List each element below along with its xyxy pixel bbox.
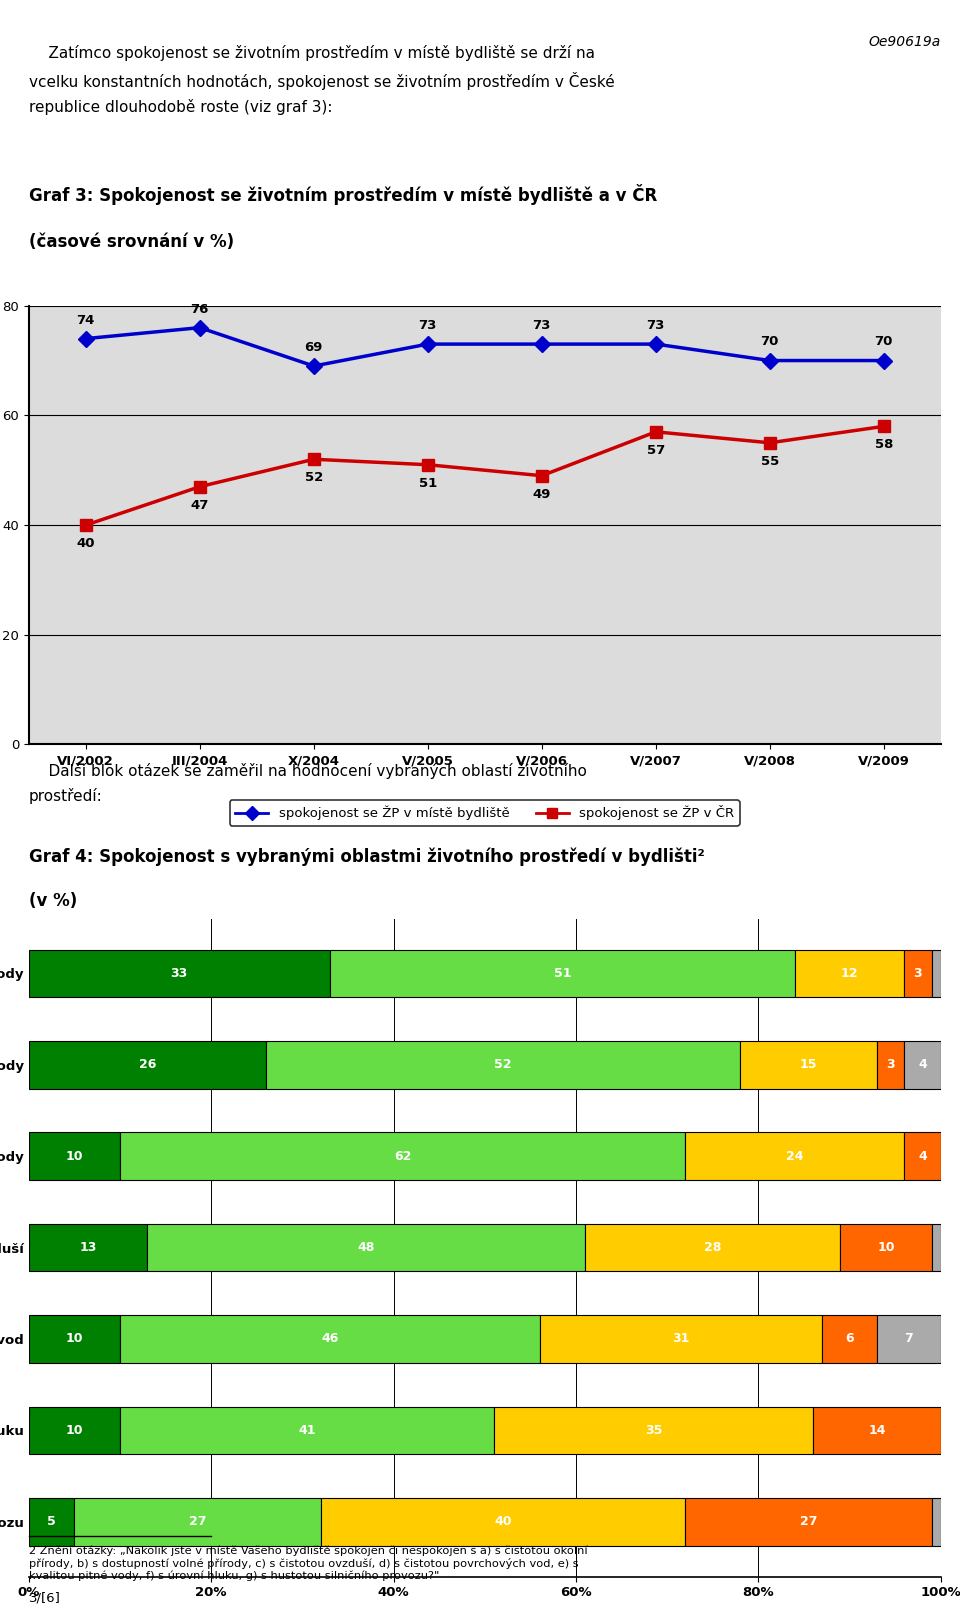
Text: 70: 70	[875, 335, 893, 349]
Text: 52: 52	[494, 1058, 512, 1070]
Bar	[148, 1224, 586, 1271]
Bar	[740, 1041, 877, 1088]
Text: 48: 48	[357, 1240, 375, 1255]
Bar	[822, 1315, 877, 1363]
Bar	[29, 1407, 120, 1454]
Bar	[29, 1132, 120, 1180]
Text: 41: 41	[299, 1425, 316, 1438]
Bar	[586, 1224, 841, 1271]
Text: 40: 40	[77, 537, 95, 550]
Bar	[120, 1407, 493, 1454]
Text: Oe90619a: Oe90619a	[869, 36, 941, 50]
Bar	[330, 949, 795, 998]
Text: (v %): (v %)	[29, 893, 77, 910]
Text: 7: 7	[904, 1332, 913, 1345]
Bar	[266, 1041, 740, 1088]
Text: 3: 3	[914, 967, 923, 980]
Bar	[685, 1132, 904, 1180]
Bar	[813, 1407, 941, 1454]
Text: 10: 10	[65, 1150, 84, 1163]
Text: 76: 76	[191, 302, 209, 315]
Bar	[120, 1132, 685, 1180]
Text: 74: 74	[77, 314, 95, 327]
Text: Další blok otázek se zaměřil na hodnocení vybraných oblastí životního
prostředí:: Další blok otázek se zaměřil na hodnocen…	[29, 763, 587, 804]
Text: 73: 73	[647, 319, 665, 331]
Text: 2 Znění otázky: „Nakolik jste v místě Vašeho bydliště spokojen či nespokojen s a: 2 Znění otázky: „Nakolik jste v místě Va…	[29, 1546, 588, 1581]
Bar	[877, 1315, 941, 1363]
Text: 55: 55	[760, 454, 779, 467]
Bar	[904, 949, 931, 998]
Text: 4: 4	[918, 1150, 927, 1163]
Bar	[321, 1497, 685, 1546]
Text: 57: 57	[647, 445, 665, 458]
Bar	[931, 949, 941, 998]
Text: 27: 27	[189, 1515, 206, 1528]
Bar	[877, 1041, 904, 1088]
Bar	[494, 1407, 813, 1454]
Text: 46: 46	[321, 1332, 339, 1345]
Text: 26: 26	[138, 1058, 156, 1070]
Text: 49: 49	[533, 488, 551, 501]
Text: 10: 10	[877, 1240, 895, 1255]
Bar	[29, 1497, 75, 1546]
Bar	[29, 1224, 148, 1271]
Bar	[685, 1497, 931, 1546]
Text: 28: 28	[704, 1240, 722, 1255]
Text: 51: 51	[419, 477, 437, 490]
Text: 12: 12	[841, 967, 858, 980]
Text: 73: 73	[419, 319, 437, 331]
Text: 35: 35	[645, 1425, 662, 1438]
Text: 3/[6]: 3/[6]	[29, 1591, 60, 1604]
Text: 14: 14	[868, 1425, 886, 1438]
Text: (časové srovnání v %): (časové srovnání v %)	[29, 233, 234, 251]
Text: 69: 69	[304, 341, 323, 354]
Text: 6: 6	[846, 1332, 853, 1345]
Text: 4: 4	[918, 1058, 927, 1070]
Bar	[841, 1224, 931, 1271]
Bar	[29, 1315, 120, 1363]
Legend: spokojenost se ŽP v místě bydliště, spokojenost se ŽP v ČR: spokojenost se ŽP v místě bydliště, spok…	[229, 800, 740, 826]
Bar	[120, 1315, 540, 1363]
Bar	[904, 1132, 941, 1180]
Text: 73: 73	[533, 319, 551, 331]
Bar	[904, 1041, 941, 1088]
Text: Graf 3: Spokojenost se životním prostředím v místě bydliště a v ČR: Graf 3: Spokojenost se životním prostřed…	[29, 184, 657, 205]
Text: 51: 51	[554, 967, 571, 980]
Text: 70: 70	[760, 335, 779, 349]
Text: 3: 3	[886, 1058, 895, 1070]
Bar	[540, 1315, 822, 1363]
Bar	[931, 1224, 941, 1271]
Text: 33: 33	[171, 967, 188, 980]
Text: 58: 58	[875, 438, 893, 451]
Text: 52: 52	[304, 471, 323, 485]
Bar	[29, 1041, 266, 1088]
Text: 10: 10	[65, 1332, 84, 1345]
Text: 24: 24	[786, 1150, 804, 1163]
Text: Zatímco spokojenost se životním prostředím v místě bydliště se drží na
vcelku ko: Zatímco spokojenost se životním prostřed…	[29, 45, 614, 115]
Bar	[75, 1497, 321, 1546]
Text: 27: 27	[800, 1515, 817, 1528]
Text: 5: 5	[47, 1515, 56, 1528]
Text: 40: 40	[494, 1515, 512, 1528]
Text: 15: 15	[800, 1058, 817, 1070]
Text: 10: 10	[65, 1425, 84, 1438]
Bar	[795, 949, 904, 998]
Text: 13: 13	[80, 1240, 97, 1255]
Text: 31: 31	[672, 1332, 689, 1345]
Bar	[29, 949, 330, 998]
Bar	[931, 1497, 941, 1546]
Text: 47: 47	[191, 498, 209, 511]
Text: 62: 62	[394, 1150, 412, 1163]
Text: Graf 4: Spokojenost s vybranými oblastmi životního prostředí v bydlišti²: Graf 4: Spokojenost s vybranými oblastmi…	[29, 847, 705, 867]
